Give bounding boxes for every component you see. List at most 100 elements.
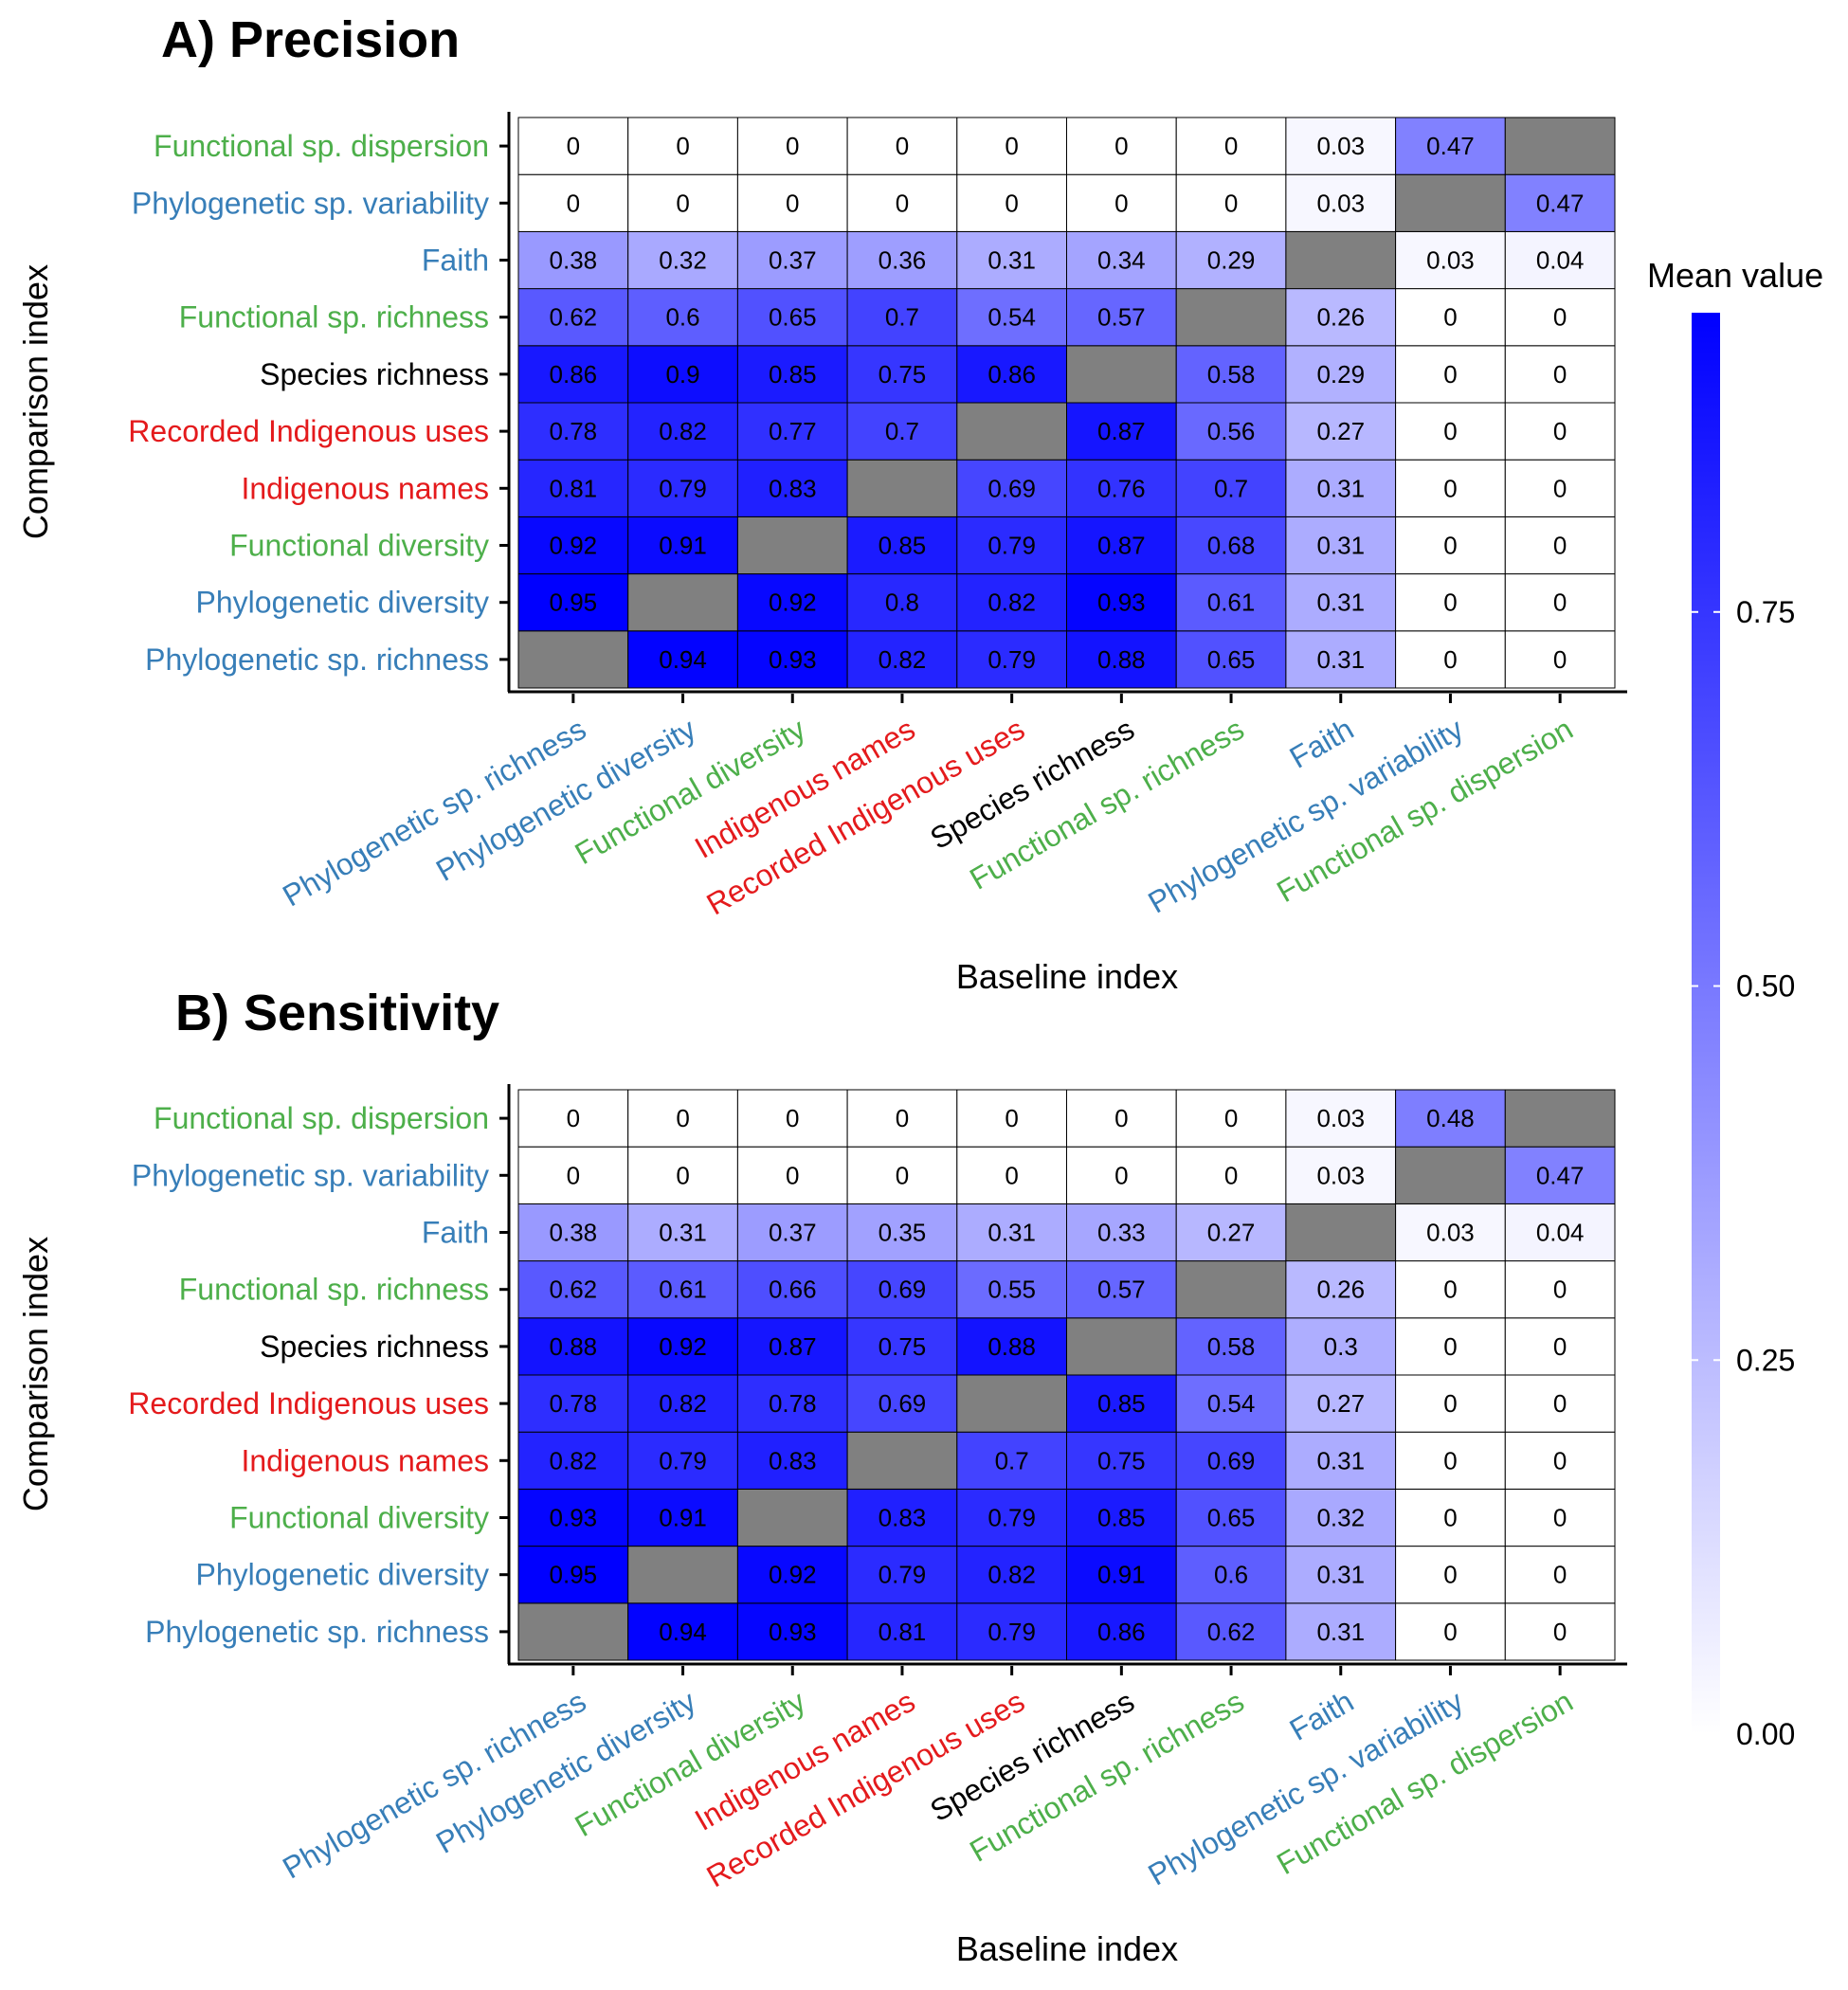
heatmap-cell-empty bbox=[1285, 230, 1397, 290]
cell-value-label: 0 bbox=[1443, 1275, 1457, 1304]
y-tick-label-indigenous-names: Indigenous names bbox=[241, 1443, 489, 1477]
heatmap-cell-empty bbox=[956, 402, 1067, 461]
cell-value-label: 0 bbox=[786, 1161, 799, 1189]
cell-value-label: 0.27 bbox=[1316, 417, 1365, 445]
cell-value-label: 0 bbox=[1005, 189, 1018, 217]
cell-value-label: 0.93 bbox=[769, 645, 817, 674]
heatmap-cell bbox=[846, 117, 958, 175]
cell-value-label: 0 bbox=[676, 1161, 689, 1189]
cell-value-label: 0 bbox=[1443, 1332, 1457, 1361]
heatmap-cell bbox=[1066, 230, 1177, 290]
cell-value-label: 0.29 bbox=[1207, 246, 1256, 275]
heatmap-cell bbox=[1504, 1374, 1616, 1433]
cell-value-label: 0.86 bbox=[987, 360, 1036, 389]
heatmap-cell bbox=[1175, 117, 1287, 175]
cell-value-label: 0 bbox=[1224, 189, 1238, 217]
y-tick-label-recorded-indigenous-uses: Recorded Indigenous uses bbox=[128, 414, 489, 448]
heatmap-cell bbox=[1066, 516, 1177, 575]
cell-value-label: 0.68 bbox=[1207, 532, 1256, 560]
cell-value-label: 0.54 bbox=[1207, 1389, 1256, 1418]
heatmap-cell-empty bbox=[627, 1546, 738, 1604]
heatmap-cell-empty bbox=[846, 459, 958, 517]
cell-value-label: 0.54 bbox=[987, 303, 1036, 332]
heatmap-cell bbox=[1175, 1146, 1287, 1204]
cell-value-label: 0.83 bbox=[769, 1446, 817, 1474]
heatmap-cell bbox=[517, 516, 629, 575]
heatmap-cell-empty bbox=[1066, 1317, 1177, 1376]
cell-value-label: 0.31 bbox=[1316, 532, 1365, 560]
cell-value-label: 0.82 bbox=[987, 1561, 1036, 1589]
heatmap-cell bbox=[846, 402, 958, 461]
heatmap-cell bbox=[1395, 1546, 1506, 1604]
heatmap-cell bbox=[627, 1146, 738, 1204]
y-tick-label-phylogenetic-diversity: Phylogenetic diversity bbox=[196, 586, 489, 620]
cell-value-label: 0 bbox=[1443, 303, 1457, 332]
heatmap-cell bbox=[627, 516, 738, 575]
cell-value-label: 0 bbox=[1553, 417, 1567, 445]
heatmap-cell bbox=[1285, 516, 1397, 575]
cell-value-label: 0.85 bbox=[1097, 1389, 1146, 1418]
heatmap-cell bbox=[517, 1317, 629, 1376]
heatmap-cell bbox=[517, 173, 629, 232]
cell-value-label: 0 bbox=[1114, 1104, 1128, 1132]
cell-value-label: 0.88 bbox=[550, 1332, 598, 1361]
cell-value-label: 0.26 bbox=[1316, 303, 1365, 332]
y-axis-label: Comparison index bbox=[16, 1237, 55, 1511]
cell-value-label: 0 bbox=[1553, 1332, 1567, 1361]
heatmap-cell bbox=[1285, 573, 1397, 632]
cell-value-label: 0 bbox=[1114, 1161, 1128, 1189]
cell-value-label: 0.37 bbox=[769, 246, 817, 275]
cell-value-label: 0 bbox=[1224, 1161, 1238, 1189]
heatmap-cell bbox=[627, 173, 738, 232]
heatmap-cell bbox=[1504, 173, 1616, 232]
y-tick-label-phylogenetic-sp-richness: Phylogenetic sp. richness bbox=[145, 1615, 489, 1649]
cell-value-label: 0.31 bbox=[659, 1219, 707, 1247]
y-tick-labels: Phylogenetic sp. richness Phylogenetic di… bbox=[128, 1101, 509, 1649]
heatmap-cell-empty bbox=[736, 516, 848, 575]
sensitivity-panel: B) Sensitivity 0.94 0.93 0.81 0.79 0.86 0.62 0… bbox=[16, 985, 1627, 1968]
cell-value-label: 0.32 bbox=[1316, 1504, 1365, 1532]
cell-value-label: 0.69 bbox=[1207, 1446, 1256, 1474]
cell-value-label: 0 bbox=[1553, 1561, 1567, 1589]
heatmap-cell bbox=[1285, 117, 1397, 175]
heatmap-cell bbox=[1285, 1374, 1397, 1433]
x-axis-label: Baseline index bbox=[956, 957, 1178, 996]
cell-value-label: 0 bbox=[1443, 1504, 1457, 1532]
cell-value-label: 0.85 bbox=[879, 532, 927, 560]
cell-value-label: 0 bbox=[1553, 1275, 1567, 1304]
cell-value-label: 0 bbox=[896, 1161, 909, 1189]
cell-value-label: 0.6 bbox=[1214, 1561, 1248, 1589]
cell-value-label: 0.91 bbox=[1097, 1561, 1146, 1589]
cell-value-label: 0 bbox=[1553, 360, 1567, 389]
cell-value-label: 0.34 bbox=[1097, 246, 1146, 275]
cell-value-label: 0.65 bbox=[769, 303, 817, 332]
cell-value-label: 0 bbox=[567, 189, 580, 217]
cell-value-label: 0.77 bbox=[769, 417, 817, 445]
heatmap-cell bbox=[736, 345, 848, 404]
heatmap-cell bbox=[956, 117, 1067, 175]
heatmap-cell bbox=[517, 230, 629, 290]
heatmap-cell bbox=[517, 402, 629, 461]
cell-value-label: 0.61 bbox=[659, 1275, 707, 1304]
cell-value-label: 0 bbox=[1443, 588, 1457, 617]
legend-tick-label: 0.75 bbox=[1736, 595, 1795, 629]
cell-value-label: 0.57 bbox=[1097, 1275, 1146, 1304]
cell-value-label: 0.32 bbox=[659, 246, 707, 275]
cell-value-label: 0.92 bbox=[550, 532, 598, 560]
cell-value-label: 0 bbox=[786, 132, 799, 160]
cell-value-label: 0.94 bbox=[659, 1618, 707, 1646]
legend-title: Mean value bbox=[1647, 256, 1823, 295]
cell-value-label: 0 bbox=[1114, 132, 1128, 160]
y-tick-label-phylogenetic-sp-variability: Phylogenetic sp. variability bbox=[132, 186, 489, 220]
cell-value-label: 0.82 bbox=[659, 1389, 707, 1418]
cell-value-label: 0.95 bbox=[550, 588, 598, 617]
cell-value-label: 0.79 bbox=[879, 1561, 927, 1589]
cell-value-label: 0.88 bbox=[1097, 645, 1146, 674]
cell-value-label: 0.88 bbox=[987, 1332, 1036, 1361]
cell-value-label: 0 bbox=[1443, 360, 1457, 389]
cell-value-label: 0.62 bbox=[550, 303, 598, 332]
cell-value-label: 0.92 bbox=[769, 588, 817, 617]
heatmap-cell bbox=[1175, 1602, 1287, 1661]
heatmap-cell bbox=[1285, 1431, 1397, 1490]
